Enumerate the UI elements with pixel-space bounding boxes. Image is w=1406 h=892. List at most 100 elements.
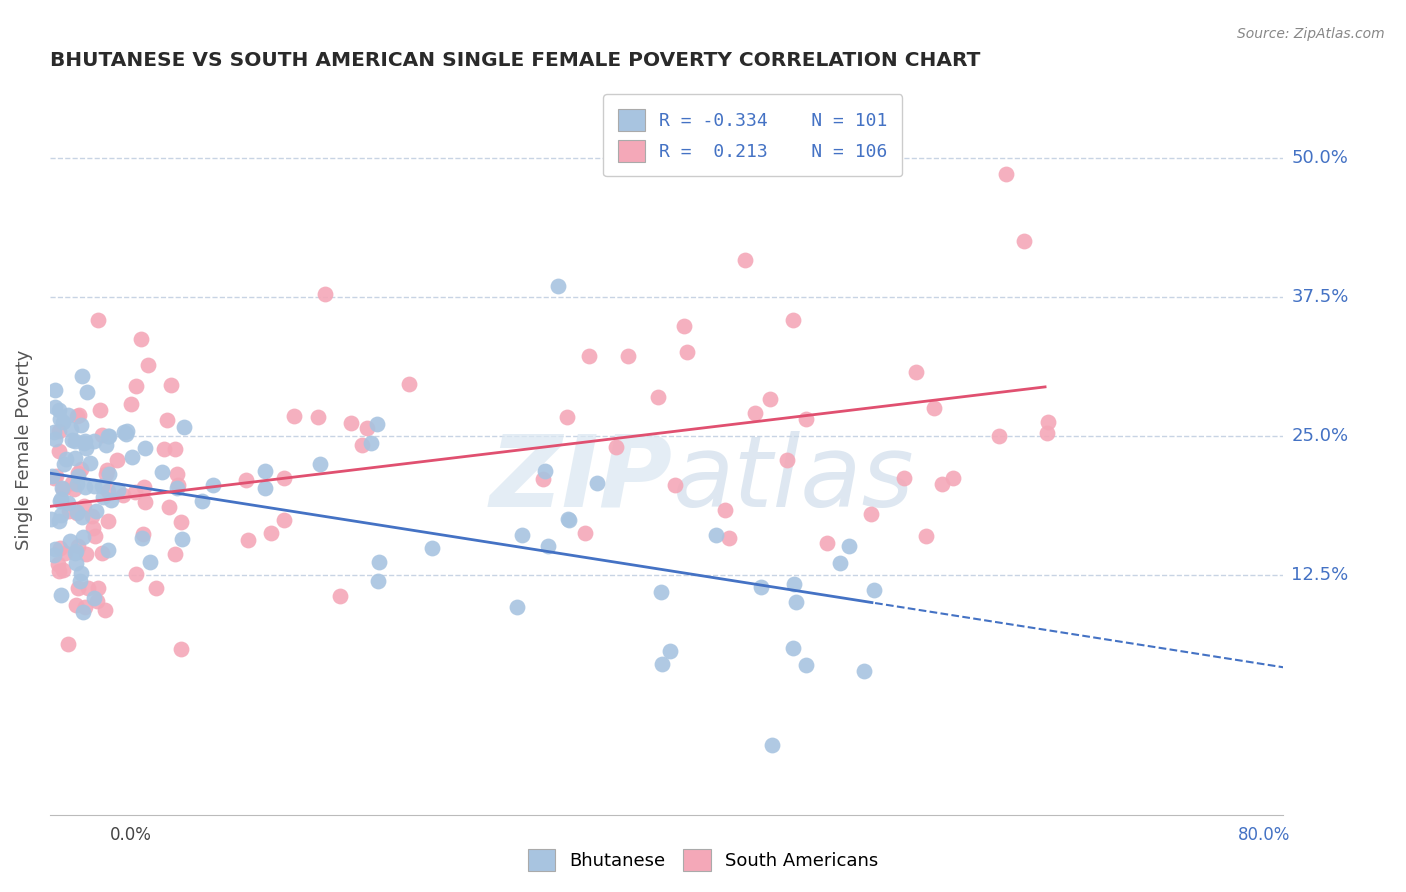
Point <box>87 581 110 595</box>
Point <box>360 435 382 450</box>
Point <box>52 563 75 577</box>
Point <box>672 318 695 333</box>
Point <box>115 427 138 442</box>
Point <box>125 566 148 581</box>
Point <box>134 441 156 455</box>
Point <box>97 543 120 558</box>
Text: BHUTANESE VS SOUTH AMERICAN SINGLE FEMALE POVERTY CORRELATION CHART: BHUTANESE VS SOUTH AMERICAN SINGLE FEMAL… <box>49 51 980 70</box>
Point <box>533 464 555 478</box>
Point <box>42 471 65 485</box>
Point <box>77 581 100 595</box>
Point <box>91 427 114 442</box>
Point <box>1012 235 1035 249</box>
Point <box>510 528 533 542</box>
Point <box>79 457 101 471</box>
Text: 50.0%: 50.0% <box>1292 148 1348 167</box>
Point <box>253 481 276 495</box>
Point <box>159 378 181 392</box>
Point <box>56 637 79 651</box>
Point <box>75 442 97 456</box>
Point <box>63 434 86 449</box>
Point <box>63 450 86 465</box>
Point <box>76 384 98 399</box>
Point <box>112 425 135 440</box>
Point <box>314 287 336 301</box>
Point <box>89 403 111 417</box>
Point <box>761 738 783 752</box>
Point <box>42 548 65 562</box>
Point <box>51 481 73 495</box>
Point <box>650 657 672 672</box>
Point <box>72 530 94 544</box>
Point <box>44 541 66 556</box>
Point <box>156 413 179 427</box>
Point <box>41 469 63 483</box>
Point <box>650 584 672 599</box>
Point <box>169 515 191 529</box>
Point <box>82 521 104 535</box>
Point <box>557 511 579 525</box>
Point <box>73 499 96 513</box>
Point <box>675 344 697 359</box>
Point <box>80 508 103 523</box>
Point <box>44 432 66 446</box>
Point <box>131 532 153 546</box>
Point <box>647 390 669 404</box>
Point <box>58 496 80 510</box>
Point <box>924 401 946 415</box>
Point <box>51 508 73 522</box>
Point <box>260 526 283 541</box>
Point <box>1036 415 1059 429</box>
Point <box>48 514 70 528</box>
Point <box>915 529 938 543</box>
Point <box>664 478 686 492</box>
Point <box>170 641 193 656</box>
Point <box>90 479 112 493</box>
Point <box>150 465 173 479</box>
Point <box>120 397 142 411</box>
Point <box>340 416 363 430</box>
Point <box>893 471 915 485</box>
Point <box>70 509 93 524</box>
Point <box>84 528 107 542</box>
Point <box>66 477 89 491</box>
Point <box>72 605 94 619</box>
Point <box>65 544 87 558</box>
Point <box>165 548 187 562</box>
Point <box>235 473 257 487</box>
Point <box>704 528 727 542</box>
Point <box>97 467 120 481</box>
Point <box>97 515 120 529</box>
Point <box>91 491 114 505</box>
Point <box>785 595 807 609</box>
Point <box>904 365 927 379</box>
Point <box>67 469 90 483</box>
Point <box>100 493 122 508</box>
Point <box>48 424 70 438</box>
Point <box>356 421 378 435</box>
Text: Source: ZipAtlas.com: Source: ZipAtlas.com <box>1237 27 1385 41</box>
Point <box>67 408 90 422</box>
Point <box>44 400 66 414</box>
Point <box>65 599 87 613</box>
Point <box>121 450 143 465</box>
Point <box>42 425 65 439</box>
Point <box>58 504 80 518</box>
Point <box>55 452 77 467</box>
Point <box>70 368 93 383</box>
Point <box>352 438 374 452</box>
Legend: Bhutanese, South Americans: Bhutanese, South Americans <box>520 842 886 879</box>
Point <box>139 555 162 569</box>
Legend: R = -0.334    N = 101, R =  0.213    N = 106: R = -0.334 N = 101, R = 0.213 N = 106 <box>603 95 903 176</box>
Text: 0.0%: 0.0% <box>110 826 152 844</box>
Point <box>153 442 176 456</box>
Text: 80.0%: 80.0% <box>1239 826 1291 844</box>
Point <box>132 480 155 494</box>
Point <box>73 600 96 615</box>
Point <box>87 313 110 327</box>
Text: 12.5%: 12.5% <box>1292 566 1348 584</box>
Point <box>782 641 804 656</box>
Point <box>46 557 69 571</box>
Point <box>111 488 134 502</box>
Point <box>931 476 953 491</box>
